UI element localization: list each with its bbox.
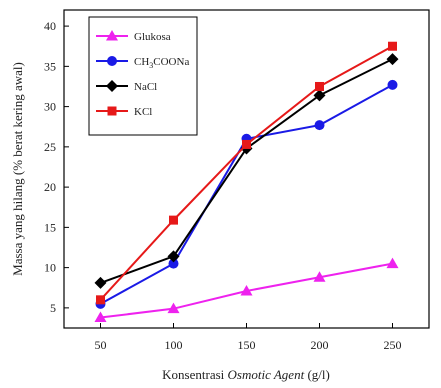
data-point-nacl bbox=[167, 250, 180, 263]
y-tick-label: 35 bbox=[44, 59, 56, 73]
legend-marker-kcl bbox=[107, 106, 117, 116]
data-point-kcl bbox=[388, 41, 397, 51]
data-point-glukosa bbox=[167, 302, 180, 314]
data-point-kcl bbox=[96, 295, 105, 305]
y-tick-label: 15 bbox=[44, 220, 56, 234]
legend-item-nacl: NaCl bbox=[96, 80, 157, 93]
series-ch3coona bbox=[95, 79, 398, 309]
y-tick-label: 10 bbox=[44, 261, 56, 275]
y-axis-label: Massa yang hilang (% berat kering awal) bbox=[10, 62, 25, 276]
data-point-kcl bbox=[315, 81, 324, 91]
data-point-nacl bbox=[386, 53, 399, 66]
data-point-glukosa bbox=[240, 284, 253, 296]
x-axis-label: Konsentrasi Osmotic Agent (g/l) bbox=[162, 367, 330, 382]
x-tick-label: 200 bbox=[311, 338, 329, 352]
x-tick-label: 100 bbox=[165, 338, 183, 352]
legend-label-glukosa: Glukosa bbox=[134, 31, 171, 43]
data-point-glukosa bbox=[313, 271, 326, 282]
y-tick-label: 40 bbox=[44, 19, 56, 33]
legend-marker-ch3coona bbox=[107, 56, 117, 66]
legend-label-kcl: KCl bbox=[134, 106, 152, 118]
legend-label-nacl: NaCl bbox=[134, 81, 157, 93]
data-point-glukosa bbox=[94, 311, 107, 323]
x-tick-label: 150 bbox=[238, 338, 256, 352]
legend-label-ch3coona: CH3COONa bbox=[134, 56, 189, 70]
legend-item-glukosa: Glukosa bbox=[96, 30, 171, 43]
data-point-kcl bbox=[169, 215, 178, 225]
series-glukosa bbox=[94, 257, 399, 323]
x-tick-label: 50 bbox=[95, 338, 107, 352]
legend-marker-glukosa bbox=[106, 30, 118, 41]
legend-marker-nacl bbox=[106, 80, 118, 92]
data-point-kcl bbox=[242, 139, 251, 149]
series-kcl bbox=[96, 41, 397, 305]
y-tick-label: 5 bbox=[50, 301, 56, 315]
x-tick-label: 250 bbox=[384, 338, 402, 352]
data-point-ch3coona bbox=[387, 79, 398, 90]
legend: Glukosa CH3COONa NaCl KCl bbox=[88, 16, 198, 136]
y-tick-label: 25 bbox=[44, 140, 56, 154]
y-tick-label: 20 bbox=[44, 180, 56, 194]
data-point-nacl bbox=[313, 89, 326, 102]
data-point-ch3coona bbox=[314, 120, 325, 131]
data-point-ch3coona bbox=[168, 258, 179, 269]
legend-item-ch3coona: CH3COONa bbox=[96, 56, 189, 70]
legend-item-kcl: KCl bbox=[96, 106, 152, 118]
y-tick-label: 30 bbox=[44, 100, 56, 114]
data-point-glukosa bbox=[386, 257, 399, 269]
data-point-nacl bbox=[94, 276, 107, 289]
